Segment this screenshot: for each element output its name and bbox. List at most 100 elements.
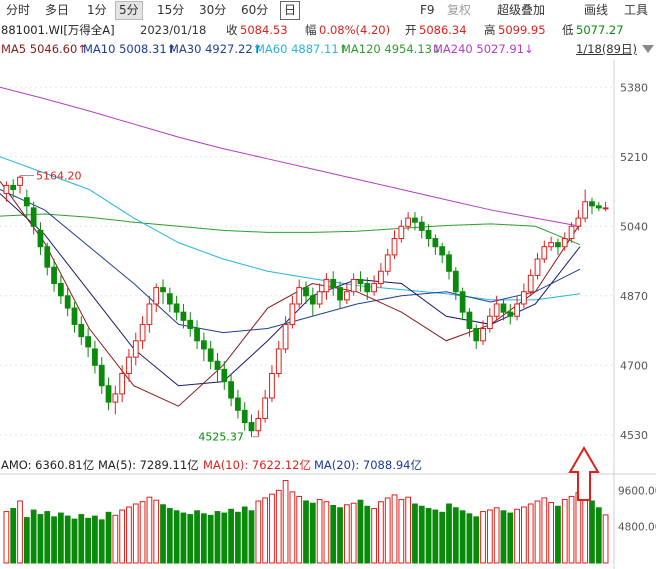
- ma10-value: MA10 5008.31↑: [83, 42, 177, 56]
- volume-bar: [446, 503, 452, 564]
- tab-60min[interactable]: 60分: [241, 3, 269, 17]
- candles: [3, 175, 609, 437]
- candle-body: [282, 323, 289, 350]
- volume-bar: [289, 491, 296, 564]
- candle-body: [480, 328, 486, 342]
- volume-bar: [330, 505, 337, 564]
- volume-bar: [514, 508, 520, 564]
- fuquan-button[interactable]: 复权: [447, 3, 472, 17]
- candle-body: [459, 291, 466, 313]
- candle-body: [514, 303, 520, 317]
- candle-body: [139, 323, 146, 342]
- candle-body: [289, 303, 296, 325]
- extreme-value-label: 5164.20: [36, 170, 82, 183]
- ma60-value: MA60 4887.11↑: [255, 42, 349, 56]
- overlay-button[interactable]: 超级叠加: [497, 3, 546, 17]
- draw-button[interactable]: 画线: [584, 3, 609, 17]
- candle-body: [534, 258, 541, 276]
- candle-body: [391, 238, 398, 256]
- tools-button[interactable]: 工具: [624, 3, 649, 17]
- volume-bar: [30, 509, 37, 564]
- volume-bar: [173, 510, 180, 564]
- volume-bar: [541, 497, 548, 564]
- candle-body: [364, 283, 371, 293]
- volume-bar: [486, 509, 493, 564]
- volume-bar: [534, 500, 541, 564]
- candle-body: [23, 197, 30, 207]
- candle-body: [119, 372, 126, 395]
- collapse-arrow-icon[interactable]: [642, 45, 654, 53]
- candle-body: [371, 283, 377, 293]
- candle-body: [194, 328, 200, 342]
- volume-bar: [282, 480, 289, 564]
- candle-body: [486, 315, 493, 330]
- period-selector[interactable]: 1/18(89日): [576, 42, 637, 56]
- volume-bar: [180, 512, 187, 564]
- ma240-value: MA240 5027.91↓: [433, 42, 534, 56]
- tab-multi-day[interactable]: 多日: [45, 3, 70, 17]
- tab-1min[interactable]: 1分: [87, 3, 107, 17]
- volume-bar: [568, 495, 575, 564]
- tab-fenshi[interactable]: 分时: [6, 3, 31, 17]
- volume-bar: [500, 510, 507, 564]
- ma240-line: [0, 86, 581, 227]
- candle-body: [466, 311, 473, 330]
- candle-body: [555, 242, 561, 248]
- ma5-line: [0, 181, 581, 407]
- candle-body: [160, 287, 166, 293]
- candle-body: [112, 393, 119, 403]
- close-label: 收: [226, 23, 238, 37]
- volume-bar: [589, 500, 595, 564]
- volume-bar: [459, 510, 466, 564]
- tab-30min[interactable]: 30分: [199, 3, 227, 17]
- tab-daily[interactable]: 日: [280, 1, 301, 20]
- volume-bar: [575, 492, 582, 564]
- tab-5min[interactable]: 5分: [115, 1, 143, 20]
- candle-body: [187, 319, 194, 330]
- volume-bar: [98, 519, 105, 564]
- candle-body: [10, 184, 17, 190]
- candle-body: [446, 254, 452, 272]
- volume-bar: [153, 499, 160, 564]
- volume-bar: [309, 502, 316, 564]
- candle-body: [575, 217, 582, 227]
- ma-values: MA5 5046.60↑ MA10 5008.31↑ MA30 4927.22↑…: [0, 40, 656, 58]
- candle-body: [378, 270, 384, 285]
- volume-bar: [92, 515, 98, 564]
- candle-body: [173, 303, 180, 313]
- volume-bar: [71, 518, 78, 564]
- candle-body: [207, 348, 214, 362]
- tab-15min[interactable]: 15分: [157, 3, 185, 17]
- vol-ma20-value: MA(20): 7088.94亿: [314, 458, 422, 472]
- change-label: 幅: [305, 23, 317, 37]
- volume-bar: [3, 511, 10, 564]
- volume-bar: [10, 508, 17, 564]
- volume-bar: [432, 509, 439, 564]
- candle-body: [384, 254, 391, 272]
- candle-body: [507, 311, 514, 317]
- volume-bar: [241, 506, 248, 564]
- period-toolbar: 分时 多日 1分 5分 15分 30分 60分 日 F9 复权 超级叠加 画线 …: [0, 0, 656, 20]
- candle-body: [57, 283, 64, 297]
- candle-body: [473, 328, 480, 342]
- volume-axis: 9600.00 4800.00: [618, 485, 656, 533]
- f9-button[interactable]: F9: [420, 3, 435, 17]
- volume-bar: [126, 506, 132, 564]
- volume-bar: [262, 497, 269, 564]
- volume-bar: [595, 507, 602, 564]
- volume-bar: [44, 511, 51, 564]
- candle-body: [405, 217, 412, 227]
- ma120-line: [0, 213, 581, 246]
- candle-body: [146, 303, 153, 325]
- candle-body: [64, 295, 71, 309]
- volume-bar: [391, 494, 398, 564]
- volume-bar: [466, 513, 473, 564]
- volume-bar: [255, 500, 262, 564]
- volume-bar: [139, 501, 146, 564]
- volume-bar: [316, 498, 323, 564]
- candle-body: [200, 340, 207, 350]
- volume-bar: [78, 514, 85, 564]
- volume-bar: [337, 507, 343, 564]
- security-code[interactable]: 881001.WI[万得全A]: [1, 23, 115, 37]
